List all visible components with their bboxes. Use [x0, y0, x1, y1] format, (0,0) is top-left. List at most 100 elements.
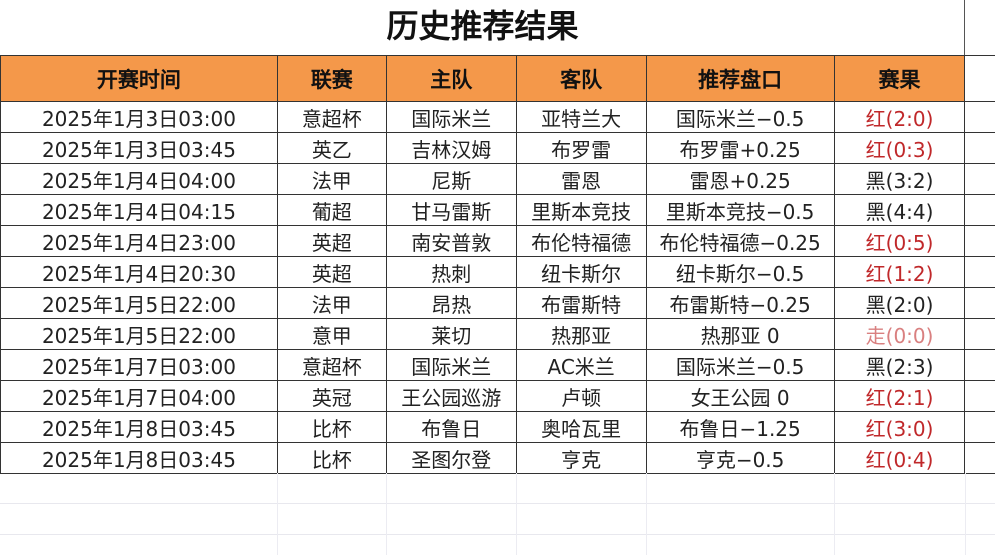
results-table: 开赛时间 联赛 主队 客队 推荐盘口 赛果 2025年1月3日03:00 意超杯国…: [0, 55, 995, 474]
cell-pick[interactable]: 国际米兰−0.5: [645, 349, 835, 381]
cell-away[interactable]: 雷恩: [515, 163, 647, 195]
cell-league[interactable]: 比杯: [276, 411, 387, 443]
cell-home[interactable]: 尼斯: [385, 163, 517, 195]
header-home[interactable]: 主队: [385, 55, 517, 102]
cell-time[interactable]: 2025年1月8日03:45: [0, 411, 278, 443]
cell-pick[interactable]: 布鲁日−1.25: [645, 411, 835, 443]
cell-time[interactable]: 2025年1月4日04:15: [0, 194, 278, 226]
cell-result[interactable]: 红(1:2): [833, 256, 966, 288]
gridline: [0, 534, 995, 535]
cell-pick[interactable]: 亨克−0.5: [645, 442, 835, 474]
cell-home[interactable]: 国际米兰: [385, 101, 517, 133]
cell-time[interactable]: 2025年1月4日04:00: [0, 163, 278, 195]
cell-pick[interactable]: 雷恩+0.25: [645, 163, 835, 195]
cell-result[interactable]: 黑(3:2): [833, 163, 966, 195]
cell-home[interactable]: 圣图尔登: [385, 442, 517, 474]
table-row: 2025年1月7日03:00 意超杯 国际米兰 AC米兰 国际米兰−0.5 黑(2:3): [0, 349, 995, 381]
cell-empty[interactable]: [964, 101, 995, 133]
cell-home[interactable]: 王公园巡游: [385, 380, 517, 412]
cell-league[interactable]: 意超杯: [276, 101, 387, 133]
cell-pick[interactable]: 女王公园 0: [645, 380, 835, 412]
cell-pick[interactable]: 国际米兰−0.5: [645, 101, 835, 133]
cell-away[interactable]: 纽卡斯尔: [515, 256, 647, 288]
cell-time[interactable]: 2025年1月3日03:00: [0, 101, 278, 133]
table-row: 2025年1月4日23:00 英超 南安普敦 布伦特福德 布伦特福德−0.25 红(0:5…: [0, 225, 995, 257]
table-row: 2025年1月8日03:45 比杯 圣图尔登 亨克 亨克−0.5 红(0:4): [0, 442, 995, 474]
cell-pick[interactable]: 热那亚 0: [645, 318, 835, 350]
header-result[interactable]: 赛果: [833, 55, 966, 102]
cell-away[interactable]: 卢顿: [515, 380, 647, 412]
cell-pick[interactable]: 布雷斯特−0.25: [645, 287, 835, 319]
cell-home[interactable]: 热刺: [385, 256, 517, 288]
cell-empty[interactable]: [964, 411, 995, 443]
cell-league[interactable]: 意甲: [276, 318, 387, 350]
cell-result[interactable]: 红(0:5): [833, 225, 966, 257]
header-pick[interactable]: 推荐盘口: [645, 55, 835, 102]
cell-league[interactable]: 葡超: [276, 194, 387, 226]
cell-league[interactable]: 英乙: [276, 132, 387, 164]
cell-league[interactable]: 比杯: [276, 442, 387, 474]
cell-league[interactable]: 英冠: [276, 380, 387, 412]
cell-result[interactable]: 红(3:0): [833, 411, 966, 443]
cell-time[interactable]: 2025年1月7日03:00: [0, 349, 278, 381]
sheet-title: 历史推荐结果: [386, 7, 579, 45]
cell-result[interactable]: 黑(4:4): [833, 194, 966, 226]
cell-home[interactable]: 国际米兰: [385, 349, 517, 381]
cell-result[interactable]: 红(2:0): [833, 101, 966, 133]
cell-league[interactable]: 英超: [276, 225, 387, 257]
cell-home[interactable]: 甘马雷斯: [385, 194, 517, 226]
cell-home[interactable]: 南安普敦: [385, 225, 517, 257]
header-away[interactable]: 客队: [515, 55, 647, 102]
cell-empty[interactable]: [964, 132, 995, 164]
cell-result[interactable]: 黑(2:3): [833, 349, 966, 381]
cell-away[interactable]: 奥哈瓦里: [515, 411, 647, 443]
cell-pick[interactable]: 布罗雷+0.25: [645, 132, 835, 164]
cell-result[interactable]: 黑(2:0): [833, 287, 966, 319]
cell-result[interactable]: 红(0:3): [833, 132, 966, 164]
cell-result[interactable]: 红(2:1): [833, 380, 966, 412]
cell-time[interactable]: 2025年1月4日20:30: [0, 256, 278, 288]
cell-time[interactable]: 2025年1月3日03:45: [0, 132, 278, 164]
header-time[interactable]: 开赛时间: [0, 55, 278, 102]
cell-pick[interactable]: 纽卡斯尔−0.5: [645, 256, 835, 288]
cell-empty[interactable]: [964, 225, 995, 257]
cell-time[interactable]: 2025年1月8日03:45: [0, 442, 278, 474]
table-row: 2025年1月4日20:30 英超 热刺 纽卡斯尔 纽卡斯尔−0.5 红(1:2): [0, 256, 995, 288]
cell-away[interactable]: 布罗雷: [515, 132, 647, 164]
gridline: [646, 473, 647, 555]
cell-empty[interactable]: [964, 380, 995, 412]
cell-pick[interactable]: 布伦特福德−0.25: [645, 225, 835, 257]
cell-time[interactable]: 2025年1月4日23:00: [0, 225, 278, 257]
cell-away[interactable]: 里斯本竞技: [515, 194, 647, 226]
cell-result[interactable]: 红(0:4): [833, 442, 966, 474]
cell-home[interactable]: 莱切: [385, 318, 517, 350]
cell-home[interactable]: 昂热: [385, 287, 517, 319]
cell-empty[interactable]: [964, 442, 995, 474]
cell-empty[interactable]: [964, 256, 995, 288]
cell-empty[interactable]: [964, 287, 995, 319]
cell-away[interactable]: 布雷斯特: [515, 287, 647, 319]
cell-league[interactable]: 法甲: [276, 163, 387, 195]
header-league[interactable]: 联赛: [276, 55, 387, 102]
cell-empty[interactable]: [964, 163, 995, 195]
cell-home[interactable]: 布鲁日: [385, 411, 517, 443]
cell-time[interactable]: 2025年1月5日22:00: [0, 318, 278, 350]
header-empty[interactable]: [964, 55, 995, 102]
cell-empty[interactable]: [964, 349, 995, 381]
cell-time[interactable]: 2025年1月5日22:00: [0, 287, 278, 319]
cell-away[interactable]: 亚特兰大: [515, 101, 647, 133]
cell-league[interactable]: 英超: [276, 256, 387, 288]
cell-away[interactable]: 布伦特福德: [515, 225, 647, 257]
cell-home[interactable]: 吉林汉姆: [385, 132, 517, 164]
cell-away[interactable]: 热那亚: [515, 318, 647, 350]
cell-empty[interactable]: [964, 318, 995, 350]
gridline: [277, 473, 278, 555]
cell-league[interactable]: 法甲: [276, 287, 387, 319]
cell-away[interactable]: AC米兰: [515, 349, 647, 381]
cell-result[interactable]: 走(0:0): [833, 318, 966, 350]
cell-league[interactable]: 意超杯: [276, 349, 387, 381]
cell-time[interactable]: 2025年1月7日04:00: [0, 380, 278, 412]
cell-empty[interactable]: [964, 194, 995, 226]
cell-pick[interactable]: 里斯本竞技−0.5: [645, 194, 835, 226]
cell-away[interactable]: 亨克: [515, 442, 647, 474]
